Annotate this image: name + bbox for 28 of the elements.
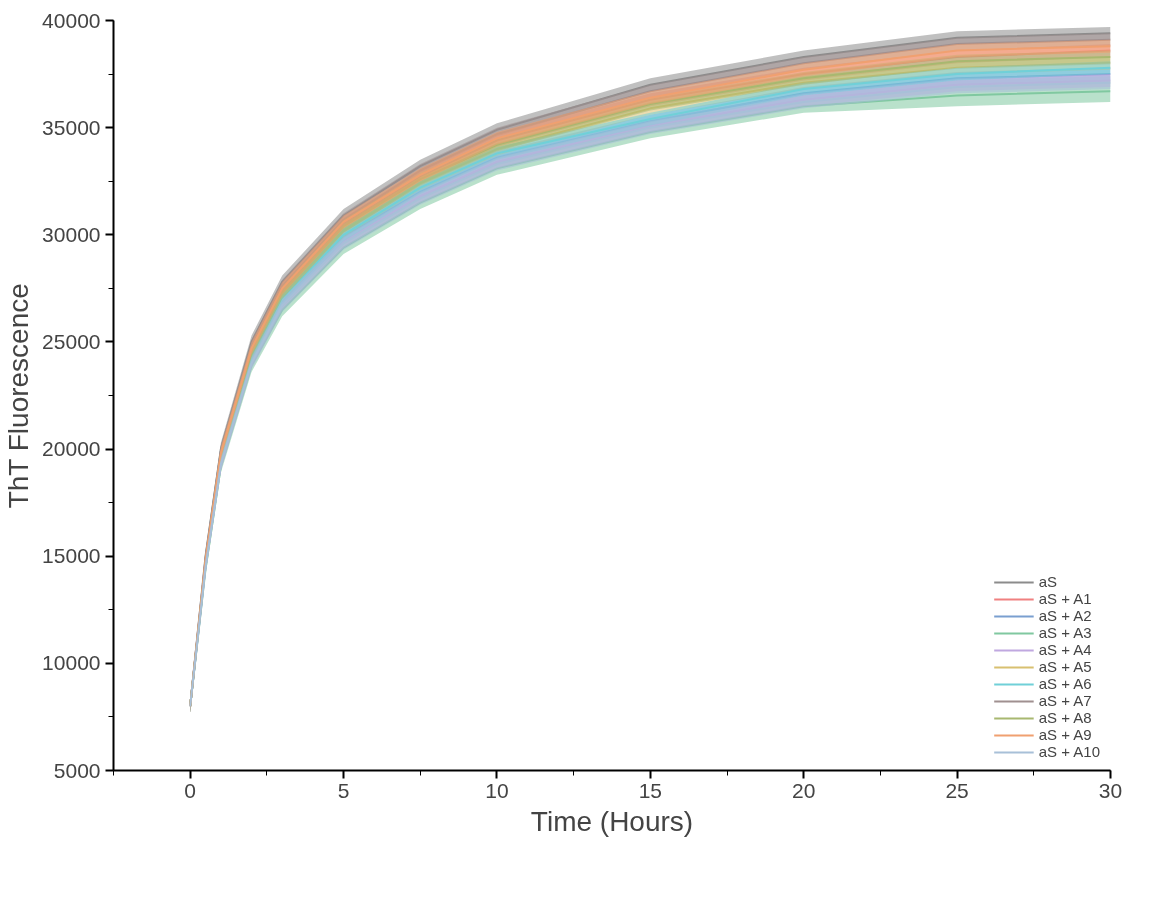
legend-label: aS + A10 <box>1038 743 1100 760</box>
y-axis-title: ThT Fluorescence <box>3 283 35 509</box>
x-tick-label: 10 <box>485 778 509 802</box>
legend-label: aS + A7 <box>1038 692 1092 709</box>
legend-label: aS + A9 <box>1038 726 1092 743</box>
y-tick-label: 10000 <box>42 651 101 675</box>
x-tick-label: 25 <box>945 778 969 802</box>
legend-label: aS + A2 <box>1038 607 1092 624</box>
y-tick-label: 25000 <box>42 329 101 353</box>
x-tick-label: 15 <box>638 778 663 802</box>
legend-label: aS + A6 <box>1038 675 1092 692</box>
legend-label: aS <box>1038 573 1059 590</box>
x-tick-label: 0 <box>184 778 197 802</box>
x-tick-label: 5 <box>337 778 350 802</box>
y-tick-label: 5000 <box>53 758 101 782</box>
y-tick-label: 15000 <box>42 544 101 568</box>
x-axis-title: Time (Hours) <box>530 805 694 837</box>
y-tick-label: 40000 <box>42 8 101 32</box>
legend-label: aS + A4 <box>1038 641 1092 658</box>
y-tick-label: 35000 <box>42 115 101 139</box>
x-tick-label: 20 <box>792 778 816 802</box>
x-tick-label: 30 <box>1098 778 1123 802</box>
y-tick-label: 20000 <box>42 437 101 461</box>
legend-label: aS + A3 <box>1038 624 1092 641</box>
legend-label: aS + A1 <box>1038 590 1092 607</box>
legend-label: aS + A5 <box>1038 658 1092 675</box>
y-tick-label: 30000 <box>42 222 101 246</box>
legend-label: aS + A8 <box>1038 709 1092 726</box>
